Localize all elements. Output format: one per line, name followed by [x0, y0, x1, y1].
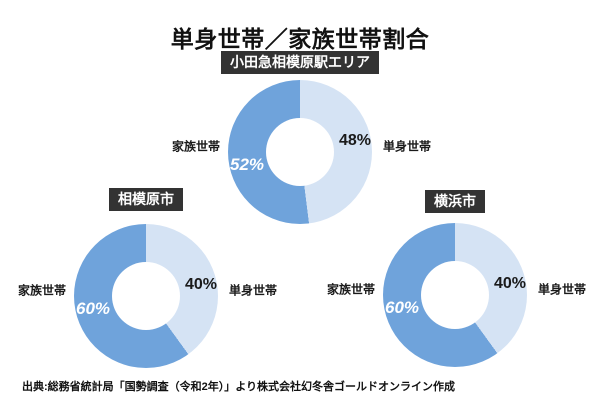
family-household-label: 家族世帯	[17, 283, 66, 298]
donut-chart-sagamihara-city: 相模原市 家族世帯 単身世帯 60% 40%	[18, 186, 277, 381]
donut-chart-odakyu-sagamihara-area: 小田急相模原駅エリア 家族世帯 単身世帯 52% 48%	[172, 48, 431, 243]
source-attribution: 出典:総務省統計局「国勢調査（令和2年）」より株式会社幻冬舎ゴールドオンライン作…	[22, 381, 456, 393]
donut-ring: 家族世帯 単身世帯 52% 48%	[172, 80, 431, 224]
area-title-badge: 小田急相模原駅エリア	[221, 51, 379, 75]
area-title-badge: 相模原市	[109, 188, 183, 212]
donut-ring: 家族世帯 単身世帯 60% 40%	[327, 223, 586, 367]
donut-ring: 家族世帯 単身世帯 60% 40%	[18, 224, 277, 368]
area-title-badge: 横浜市	[425, 190, 485, 214]
donut-chart-yokohama-city: 横浜市 家族世帯 単身世帯 60% 40%	[327, 186, 586, 381]
single-percent-value: 40%	[493, 275, 527, 292]
single-household-label: 単身世帯	[229, 283, 278, 298]
single-percent-value: 48%	[338, 132, 372, 149]
family-percent-value: 60%	[75, 299, 111, 318]
single-household-label: 単身世帯	[383, 139, 432, 154]
single-percent-value: 40%	[184, 276, 218, 293]
family-percent-value: 52%	[229, 155, 265, 174]
family-percent-value: 60%	[384, 298, 420, 317]
page-title: 単身世帯／家族世帯割合	[170, 26, 430, 53]
family-household-label: 家族世帯	[171, 139, 220, 154]
family-household-label: 家族世帯	[326, 282, 375, 297]
single-household-label: 単身世帯	[538, 282, 587, 297]
